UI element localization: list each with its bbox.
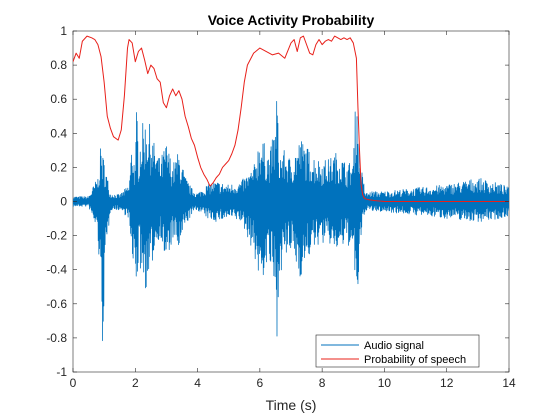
y-tick-label: 0.2 bbox=[50, 160, 67, 174]
legend-label-audio-signal: Audio signal bbox=[364, 340, 424, 352]
y-tick-label: -1 bbox=[56, 365, 67, 379]
x-tick-label: 10 bbox=[378, 376, 392, 390]
legend-box bbox=[315, 334, 480, 368]
series-audio-signal bbox=[73, 101, 509, 342]
y-tick-label: -0.8 bbox=[46, 331, 67, 345]
x-tick-label: 4 bbox=[194, 376, 201, 390]
legend: Audio signal Probability of speech bbox=[315, 334, 480, 368]
y-tick-label: -0.4 bbox=[46, 263, 67, 277]
x-tick-label: 8 bbox=[319, 376, 326, 390]
legend-label-probability-of-speech: Probability of speech bbox=[364, 354, 466, 366]
x-tick-label: 12 bbox=[440, 376, 454, 390]
y-tick-label: 1 bbox=[60, 24, 67, 38]
series-layer bbox=[73, 35, 509, 342]
plot-area: 0 2 4 6 8 10 12 14 -1 -0.8 -0.6 -0.4 -0.2 0 0.2 0.4 0.6 0… bbox=[46, 24, 516, 390]
y-tick-label: 0 bbox=[60, 195, 67, 209]
ticks-layer: 0 2 4 6 8 10 12 14 -1 -0.8 -0.6 -0.4 -0.2 0 0.2 0.4 0.6 0… bbox=[46, 24, 516, 390]
x-tick-label: 0 bbox=[70, 376, 77, 390]
y-tick-label: -0.2 bbox=[46, 229, 67, 243]
x-tick-label: 14 bbox=[502, 376, 516, 390]
y-tick-label: -0.6 bbox=[46, 297, 67, 311]
y-tick-label: 0.4 bbox=[50, 126, 67, 140]
x-tick-label: 6 bbox=[257, 376, 264, 390]
series-probability-of-speech bbox=[73, 35, 509, 202]
x-axis-title: Time (s) bbox=[266, 397, 317, 413]
chart-title: Voice Activity Probability bbox=[208, 12, 375, 28]
y-tick-label: 0.6 bbox=[50, 92, 67, 106]
y-tick-label: 0.8 bbox=[50, 58, 67, 72]
x-tick-label: 2 bbox=[132, 376, 139, 390]
